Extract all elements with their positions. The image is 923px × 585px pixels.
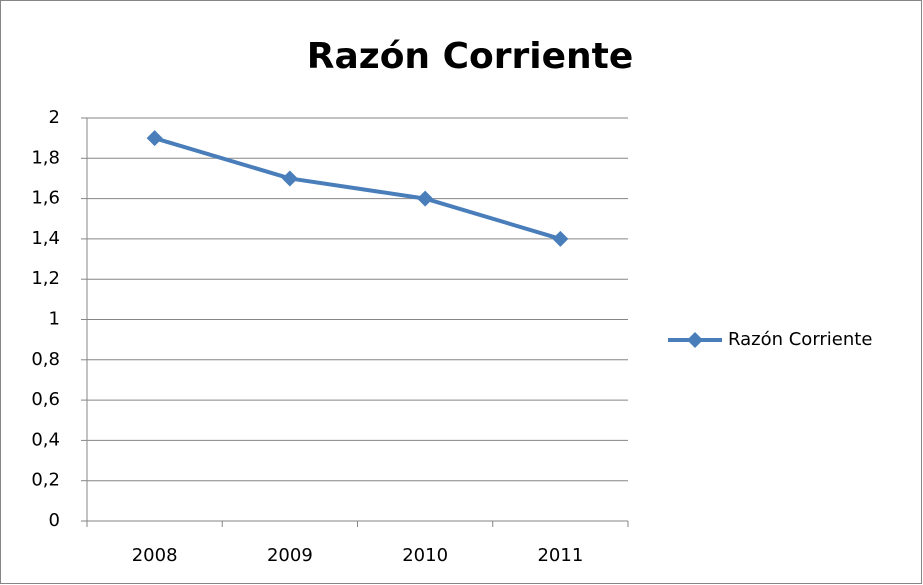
y-tick-label: 0,8 [31,349,60,370]
y-tick-label: 1 [49,309,60,330]
point-marker [281,170,298,187]
point-marker [552,230,569,247]
y-tick-label: 0,4 [31,429,60,450]
y-tick-label: 1,6 [31,188,60,209]
y-tick-label: 1,2 [31,268,60,289]
y-tick-label: 0,2 [31,470,60,491]
y-tick-label: 1,8 [31,147,60,168]
x-tick-label: 2009 [267,545,313,566]
series-line [154,136,561,241]
point-marker [146,130,163,147]
x-tick-label: 2011 [537,545,583,566]
y-tick-label: 0 [49,510,60,531]
chart-title: Razón Corriente [307,36,634,77]
point-marker [417,190,434,207]
y-tick-label: 1,4 [31,228,60,249]
legend-label: Razón Corriente [728,329,872,350]
legend-marker [687,332,703,348]
y-tick-label: 2 [49,107,60,128]
x-tick-label: 2010 [402,545,448,566]
y-tick-label: 0,6 [31,389,60,410]
x-tick-label: 2008 [132,545,178,566]
